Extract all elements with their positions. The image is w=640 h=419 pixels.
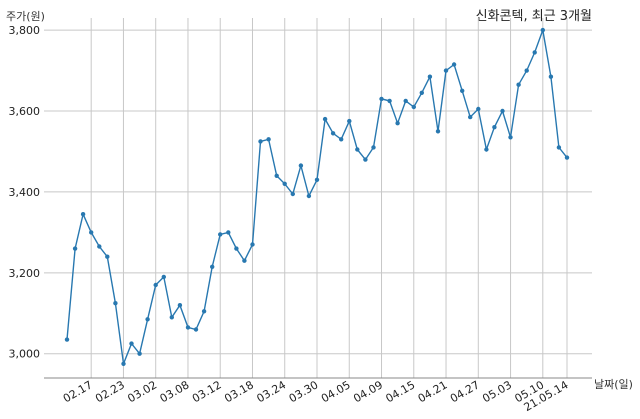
data-point bbox=[411, 104, 416, 110]
data-point bbox=[508, 135, 513, 140]
x-tick-label: 03.02 bbox=[125, 378, 159, 405]
x-tick-label: 03.18 bbox=[222, 378, 256, 405]
data-point bbox=[242, 258, 247, 263]
data-point bbox=[484, 147, 489, 152]
data-point bbox=[371, 145, 376, 150]
data-point bbox=[72, 246, 78, 251]
data-point bbox=[403, 98, 408, 104]
x-tick-label: 03.30 bbox=[287, 378, 321, 405]
data-point bbox=[97, 244, 102, 249]
data-point bbox=[266, 137, 271, 142]
data-point bbox=[516, 82, 521, 87]
data-point bbox=[210, 264, 215, 269]
x-tick-label: 04.05 bbox=[319, 378, 353, 405]
data-point bbox=[129, 341, 134, 346]
data-point bbox=[363, 157, 368, 162]
data-point bbox=[193, 327, 199, 332]
data-point bbox=[443, 68, 449, 73]
data-point bbox=[250, 242, 255, 247]
data-point bbox=[218, 232, 223, 237]
data-point bbox=[274, 173, 279, 178]
data-point bbox=[500, 108, 505, 114]
y-tick-label: 3,800 bbox=[9, 24, 41, 37]
x-tick-label: 03.12 bbox=[190, 378, 224, 405]
data-point bbox=[89, 230, 94, 235]
data-point bbox=[460, 88, 465, 94]
y-axis-label: 주가(원) bbox=[6, 10, 45, 23]
data-point bbox=[427, 74, 433, 79]
data-point bbox=[395, 121, 400, 126]
data-point bbox=[314, 177, 320, 182]
x-tick-label: 04.09 bbox=[351, 378, 385, 405]
data-point bbox=[339, 137, 344, 142]
data-point bbox=[290, 191, 295, 197]
data-point bbox=[306, 193, 312, 199]
x-tick-label: 03.24 bbox=[254, 378, 288, 405]
data-point bbox=[468, 114, 473, 120]
x-tick-label: 04.21 bbox=[416, 378, 450, 405]
chart-title: 신화콘텍, 최근 3개월 bbox=[475, 9, 592, 24]
data-point bbox=[387, 98, 392, 104]
data-point bbox=[476, 106, 481, 112]
data-point bbox=[540, 27, 545, 33]
x-tick-label: 03.08 bbox=[158, 378, 192, 405]
data-point bbox=[451, 62, 457, 67]
data-point bbox=[322, 116, 328, 122]
y-tick-label: 3,400 bbox=[9, 186, 41, 199]
data-point bbox=[64, 337, 70, 342]
data-point bbox=[185, 325, 191, 330]
data-point bbox=[137, 351, 142, 356]
data-point bbox=[435, 129, 441, 134]
data-point bbox=[105, 254, 110, 259]
data-point bbox=[153, 282, 158, 288]
data-point bbox=[121, 361, 126, 366]
data-point bbox=[556, 145, 562, 150]
data-point bbox=[226, 230, 231, 235]
data-point bbox=[145, 317, 150, 322]
data-point bbox=[258, 139, 263, 144]
data-point bbox=[524, 68, 529, 73]
data-point bbox=[379, 96, 384, 102]
data-point bbox=[347, 118, 352, 124]
data-point bbox=[161, 274, 166, 280]
data-point bbox=[492, 125, 497, 130]
data-point bbox=[177, 303, 183, 308]
x-tick-label: 05.03 bbox=[480, 378, 514, 405]
data-point bbox=[201, 309, 207, 314]
data-point bbox=[113, 301, 118, 306]
data-point bbox=[355, 147, 360, 152]
y-tick-label: 3,200 bbox=[9, 267, 41, 280]
x-tick-label: 04.15 bbox=[383, 378, 417, 405]
y-tick-label: 3,600 bbox=[9, 105, 41, 118]
x-tick-label: 02.17 bbox=[61, 378, 95, 405]
data-point bbox=[330, 131, 336, 136]
data-point bbox=[282, 181, 287, 186]
data-point bbox=[548, 74, 554, 79]
data-point bbox=[564, 155, 570, 160]
data-point bbox=[80, 212, 86, 217]
data-point bbox=[419, 90, 424, 96]
data-point bbox=[532, 50, 537, 55]
x-tick-label: 02.23 bbox=[93, 378, 127, 405]
data-point bbox=[298, 163, 304, 168]
y-tick-label: 3,000 bbox=[9, 348, 41, 361]
data-point bbox=[234, 246, 239, 251]
x-axis-label: 날짜(일) bbox=[594, 378, 633, 391]
x-tick-label: 04.27 bbox=[448, 378, 482, 405]
data-point bbox=[169, 315, 174, 320]
